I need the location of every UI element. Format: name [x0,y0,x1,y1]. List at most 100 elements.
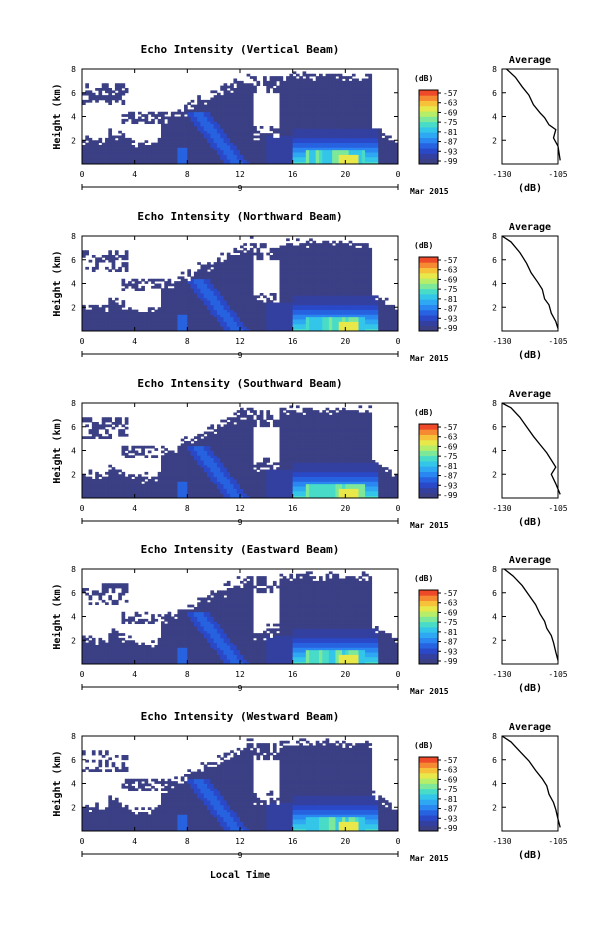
heatmap-cell [335,247,340,251]
heatmap-cell [266,323,271,327]
heatmap-cell [312,271,317,275]
heatmap-cell [246,281,251,284]
heatmap-cell [220,321,224,325]
heatmap-cell [223,140,228,144]
heatmap-cell [319,128,323,132]
heatmap-cell [345,281,350,284]
heatmap-cell [190,159,195,163]
heatmap-cell [246,259,251,263]
heatmap-cell [368,142,373,146]
heatmap-cell [365,293,369,296]
heatmap-cell [381,145,386,148]
heatmap-cell [295,142,300,146]
heatmap-cell [302,307,307,311]
heatmap-cell [272,250,277,254]
heatmap-cell [338,159,343,163]
heatmap-cell [161,304,165,308]
heatmap-cell [325,304,330,308]
heatmap-cell [210,116,215,120]
heatmap-cell [200,159,205,163]
heatmap-cell [269,135,274,139]
heatmap-cell [174,309,178,313]
heatmap-cell [207,140,211,144]
heatmap-cell [322,140,326,144]
heatmap-cell [342,88,346,91]
heatmap-cell [312,159,317,163]
heatmap-cell [144,159,149,163]
heatmap-cell [358,161,363,165]
heatmap-cell [213,107,218,110]
heatmap-cell [328,140,333,144]
heatmap-cell [249,326,254,330]
heatmap-cell [98,259,103,263]
heatmap-cell [325,107,330,110]
heatmap-cell [358,109,363,113]
heatmap-cell [384,161,389,165]
heatmap-cell [361,288,366,292]
heatmap-cell [164,156,168,160]
heatmap-cell [187,309,192,313]
heatmap-cell [216,152,221,155]
heatmap-cell [213,102,218,106]
heatmap-cell [342,307,346,311]
heatmap-cell [203,109,208,113]
heatmap-cell [279,288,284,292]
heatmap-cell [365,152,369,155]
heatmap-cell [302,107,307,110]
colorbar-swatch [419,132,438,138]
heatmap-cell [203,316,208,320]
heatmap-cell [309,269,313,273]
heatmap-cell [243,264,247,268]
heatmap-cell [91,266,96,270]
heatmap-cell [365,104,369,108]
heatmap-cell [325,145,330,148]
heatmap-cell [365,102,369,106]
heatmap-cell [147,321,152,325]
heatmap-cell [193,295,198,299]
heatmap-cell [365,83,369,87]
heatmap-cell [236,281,241,284]
heatmap-cell [361,243,366,246]
heatmap-cell [286,259,290,263]
heatmap-cell [233,266,238,270]
heatmap-cell [368,285,373,289]
heatmap-cell [394,314,399,318]
heatmap-cell [315,262,320,265]
heatmap-cell [259,255,264,258]
heatmap-cell [384,135,389,139]
heatmap-cell [174,295,178,299]
heatmap-cell [124,319,129,322]
heatmap-cell [187,304,192,308]
heatmap-cell [216,99,221,103]
heatmap-cell [147,309,152,313]
heatmap-cell [269,133,274,136]
heatmap-cell [272,326,277,330]
heatmap-cell [243,130,247,134]
heatmap-cell [220,290,224,294]
heatmap-cell [312,80,317,84]
heatmap-cell [374,323,379,327]
heatmap-cell [184,137,188,141]
heatmap-cell [348,130,353,134]
heatmap-cell [200,326,205,330]
heatmap-cell [338,264,343,268]
heatmap-cell [124,314,129,318]
heatmap-cell [161,152,165,155]
heatmap-cell [197,121,201,125]
heatmap-cell [358,285,363,289]
heatmap-cell [292,135,297,139]
heatmap-cell [338,285,343,289]
heatmap-cell [391,145,396,148]
heatmap-cell [266,90,271,94]
heatmap-cell [345,271,350,275]
heatmap-cell [332,90,336,94]
heatmap-cell [246,109,251,113]
heatmap-cell [279,140,284,144]
heatmap-cell [263,309,267,313]
heatmap-cell [210,281,215,284]
heatmap-cell [368,328,373,332]
heatmap-cell [177,126,182,129]
heatmap-cell [309,137,313,141]
heatmap-cell [207,118,211,122]
heatmap-cell [355,262,359,265]
